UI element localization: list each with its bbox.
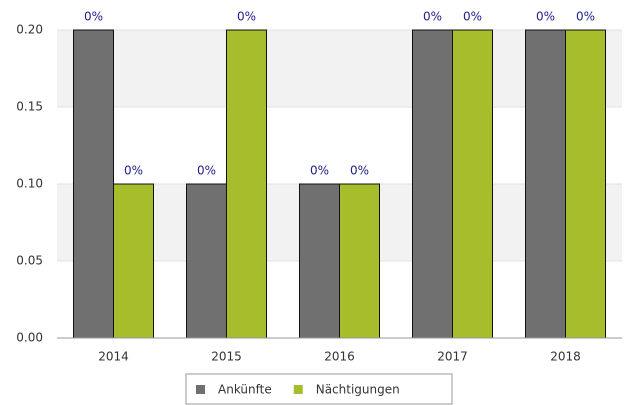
legend-label: Nächtigungen	[316, 383, 400, 397]
value-label: 0%	[536, 10, 555, 24]
value-label: 0%	[576, 10, 595, 24]
bar	[299, 183, 340, 339]
x-tick-label: 2014	[98, 350, 129, 364]
y-tick-label: 0.15	[16, 100, 43, 114]
y-tick-label: 0.10	[16, 177, 43, 191]
legend-box	[185, 373, 453, 405]
plot	[73, 29, 606, 339]
x-tick-label: 2018	[550, 350, 581, 364]
bar	[452, 29, 493, 339]
x-tick-label: 2016	[324, 350, 355, 364]
value-label: 0%	[423, 10, 442, 24]
bar	[565, 29, 606, 339]
value-label: 0%	[197, 164, 216, 178]
value-label: 0%	[124, 164, 143, 178]
value-label: 0%	[463, 10, 482, 24]
bar	[113, 183, 154, 339]
value-label: 0%	[84, 10, 103, 24]
y-tick-label: 0.00	[16, 331, 43, 345]
bar	[73, 29, 114, 339]
bar	[186, 183, 227, 339]
y-tick-label: 0.20	[16, 23, 43, 37]
legend-swatch	[196, 385, 205, 394]
value-label: 0%	[310, 164, 329, 178]
legend-swatch	[293, 385, 303, 394]
bar	[412, 29, 453, 339]
bar	[339, 183, 380, 339]
bar	[226, 29, 267, 339]
x-tick-label: 2015	[211, 350, 242, 364]
legend: Ankünfte Nächtigungen	[185, 373, 453, 405]
value-label: 0%	[237, 10, 256, 24]
value-label: 0%	[350, 164, 369, 178]
legend-label: Ankünfte	[218, 383, 272, 397]
y-tick-label: 0.05	[16, 254, 43, 268]
bar	[525, 29, 566, 339]
x-tick-label: 2017	[437, 350, 468, 364]
